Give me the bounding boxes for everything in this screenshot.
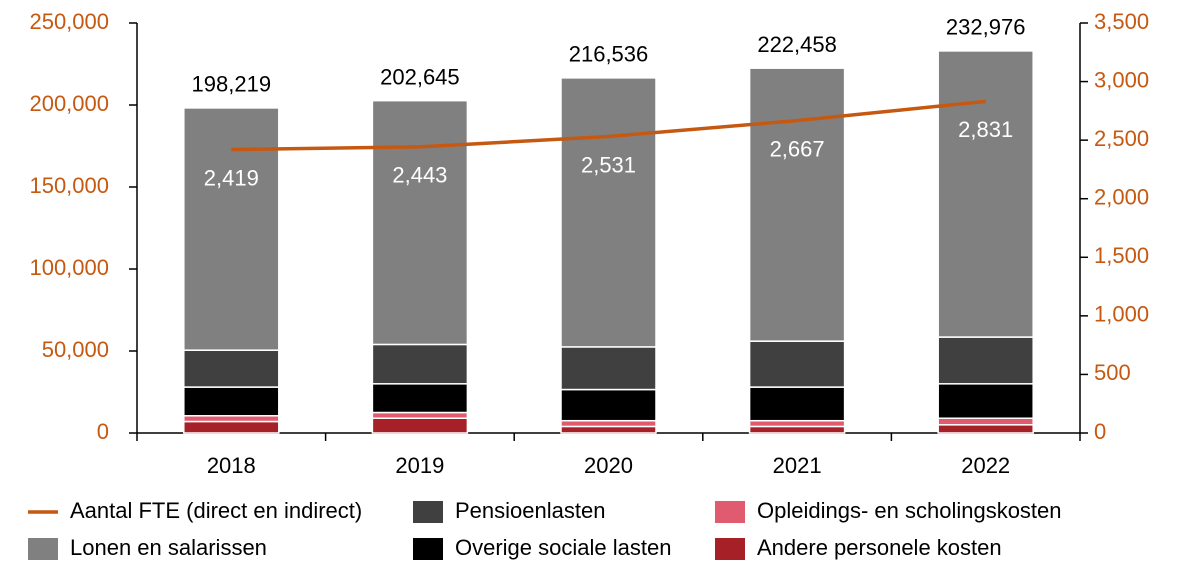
bar-segment <box>183 349 280 388</box>
y2-tick-label: 0 <box>1094 419 1106 444</box>
line-value-label: 2,667 <box>770 136 825 161</box>
legend-label: Andere personele kosten <box>757 535 1002 560</box>
total-label: 232,976 <box>946 15 1026 40</box>
bar-segment <box>748 419 846 428</box>
x-tick-label: 2021 <box>773 453 822 478</box>
total-label: 202,645 <box>380 64 460 89</box>
bar-segment <box>560 346 657 391</box>
legend-label: Aantal FTE (direct en indirect) <box>70 498 362 523</box>
total-label: 198,219 <box>192 72 272 97</box>
x-tick-label: 2018 <box>207 453 256 478</box>
bar-segment <box>560 77 657 348</box>
line-series <box>231 99 986 152</box>
bar-segment <box>183 415 280 423</box>
legend-swatch <box>413 538 443 560</box>
y-tick-label: 150,000 <box>29 173 109 198</box>
y-tick-label: 50,000 <box>42 337 109 362</box>
bar-segment <box>937 417 1034 426</box>
bar-segment <box>560 419 657 428</box>
y2-tick-label: 3,500 <box>1094 9 1149 34</box>
bar-segment <box>937 383 1034 419</box>
total-label: 222,458 <box>757 32 837 57</box>
y-tick-label: 0 <box>97 419 109 444</box>
bar-segment <box>371 99 469 346</box>
line-value-label: 2,531 <box>581 152 636 177</box>
legend-label: Pensioenlasten <box>455 498 605 523</box>
y-tick-label: 100,000 <box>29 255 109 280</box>
x-tick-label: 2019 <box>395 453 444 478</box>
bar-segment <box>937 424 1034 434</box>
bar-segment <box>748 425 846 434</box>
y-tick-label: 250,000 <box>29 9 109 34</box>
y2-tick-label: 2,500 <box>1094 126 1149 151</box>
y-tick-label: 200,000 <box>29 91 109 116</box>
legend-label: Overige sociale lasten <box>455 535 671 560</box>
bar-segment <box>371 411 469 419</box>
legend-swatch <box>413 501 443 523</box>
legend-label: Opleidings- en scholingskosten <box>757 498 1062 523</box>
bar-segment <box>937 336 1034 385</box>
bar-segment <box>560 388 657 422</box>
bar-segment <box>937 50 1034 338</box>
bar-segment <box>748 340 846 388</box>
legend-swatch <box>715 501 745 523</box>
x-tick-label: 2022 <box>961 453 1010 478</box>
y2-tick-label: 1,000 <box>1094 302 1149 327</box>
bar-segment <box>183 386 280 417</box>
line-value-label: 2,443 <box>392 163 447 188</box>
bar-segment <box>371 383 469 414</box>
bar-segment <box>183 107 280 351</box>
total-label: 216,536 <box>569 42 649 67</box>
y2-tick-label: 3,000 <box>1094 67 1149 92</box>
legend-label: Lonen en salarissen <box>70 535 267 560</box>
y2-tick-label: 500 <box>1094 360 1131 385</box>
bar-segment <box>560 425 657 434</box>
bar-segment <box>183 420 280 434</box>
bar-segment <box>371 343 469 385</box>
x-tick-label: 2020 <box>584 453 633 478</box>
y2-tick-label: 2,000 <box>1094 185 1149 210</box>
line-value-label: 2,419 <box>204 165 259 190</box>
legend-swatch <box>715 538 745 560</box>
legend-swatch <box>28 538 58 560</box>
bar-segment <box>748 386 846 422</box>
y2-tick-label: 1,500 <box>1094 243 1149 268</box>
bar-segment <box>371 417 469 434</box>
line-value-label: 2,831 <box>958 117 1013 142</box>
bar-segment <box>748 67 846 342</box>
